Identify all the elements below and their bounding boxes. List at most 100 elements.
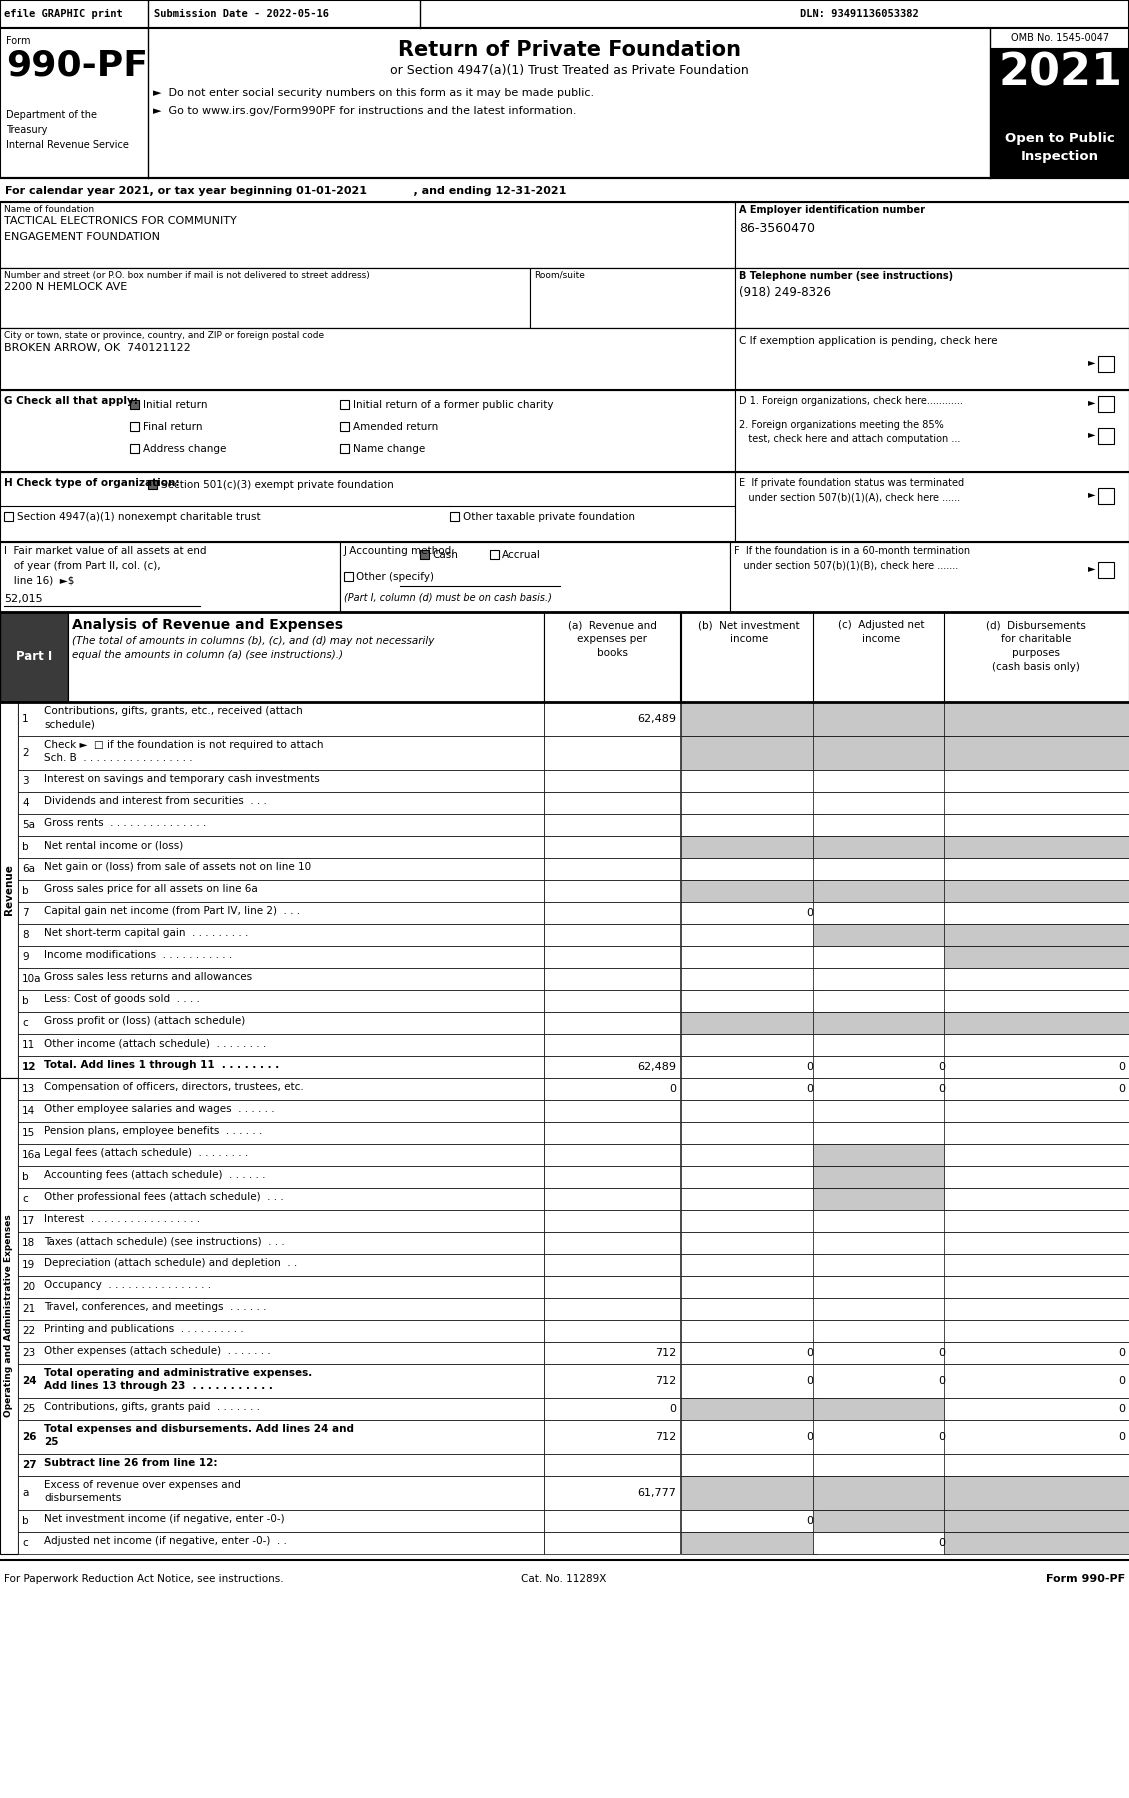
Bar (944, 1420, 1129, 1455)
Bar (813, 924, 949, 946)
Text: Analysis of Revenue and Expenses: Analysis of Revenue and Expenses (72, 619, 343, 633)
Bar (0, 201, 735, 268)
Bar (18, 903, 544, 924)
Bar (813, 1122, 949, 1144)
Text: or Section 4947(a)(1) Trust Treated as Private Foundation: or Section 4947(a)(1) Trust Treated as P… (390, 65, 749, 77)
Text: BROKEN ARROW, OK  740121122: BROKEN ARROW, OK 740121122 (5, 343, 191, 352)
Bar (1099, 487, 1114, 503)
Text: 11: 11 (21, 1039, 35, 1050)
Bar (544, 1055, 680, 1079)
Bar (340, 444, 349, 453)
Text: (918) 249-8326: (918) 249-8326 (739, 286, 831, 298)
Bar (544, 836, 680, 858)
Text: 20: 20 (21, 1282, 35, 1293)
Text: efile GRAPHIC print: efile GRAPHIC print (5, 9, 123, 20)
Bar (544, 1079, 680, 1100)
Text: 25: 25 (21, 1404, 35, 1413)
Bar (944, 1079, 1129, 1100)
Bar (18, 991, 544, 1012)
Bar (944, 924, 1129, 946)
Bar (130, 444, 139, 453)
Text: ►: ► (1088, 358, 1095, 367)
Bar (18, 1210, 544, 1232)
Bar (544, 1277, 680, 1298)
Bar (18, 701, 544, 735)
Text: I  Fair market value of all assets at end
   of year (from Part II, col. (c),
  : I Fair market value of all assets at end… (5, 547, 207, 586)
Bar (544, 1034, 680, 1055)
Bar (944, 1012, 1129, 1034)
Bar (544, 1455, 680, 1476)
Bar (18, 1277, 544, 1298)
Bar (681, 967, 817, 991)
Text: 0: 0 (1118, 1404, 1124, 1413)
Bar (944, 1455, 1129, 1476)
Text: 8: 8 (21, 930, 28, 940)
Bar (544, 1144, 680, 1165)
Bar (681, 1399, 817, 1420)
Bar (544, 991, 680, 1012)
Text: Occupancy  . . . . . . . . . . . . . . . .: Occupancy . . . . . . . . . . . . . . . … (44, 1280, 211, 1289)
Bar (0, 473, 735, 541)
Bar (944, 735, 1129, 770)
Text: Cash: Cash (432, 550, 458, 559)
Bar (0, 611, 68, 701)
Bar (681, 1122, 817, 1144)
Text: 12: 12 (21, 1063, 36, 1072)
Bar (18, 858, 544, 879)
Bar (18, 836, 544, 858)
Text: 712: 712 (655, 1431, 676, 1442)
Bar (990, 49, 1129, 128)
Bar (681, 814, 817, 836)
Text: C If exemption application is pending, check here: C If exemption application is pending, c… (739, 336, 998, 345)
Text: Adjusted net income (if negative, enter -0-)  . .: Adjusted net income (if negative, enter … (44, 1535, 287, 1546)
Text: Open to Public
Inspection: Open to Public Inspection (1005, 131, 1114, 164)
Bar (18, 1122, 544, 1144)
Text: G Check all that apply:: G Check all that apply: (5, 396, 138, 406)
Text: Accounting fees (attach schedule)  . . . . . .: Accounting fees (attach schedule) . . . … (44, 1170, 265, 1179)
Bar (148, 480, 157, 489)
Text: Excess of revenue over expenses and
disbursements: Excess of revenue over expenses and disb… (44, 1480, 240, 1503)
Bar (813, 1079, 949, 1100)
Text: 2200 N HEMLOCK AVE: 2200 N HEMLOCK AVE (5, 282, 128, 291)
Text: 18: 18 (21, 1239, 35, 1248)
Bar (681, 1034, 817, 1055)
Text: Section 4947(a)(1) nonexempt charitable trust: Section 4947(a)(1) nonexempt charitable … (17, 512, 261, 521)
Bar (544, 791, 680, 814)
Text: Contributions, gifts, grants, etc., received (attach
schedule): Contributions, gifts, grants, etc., rece… (44, 707, 303, 730)
Text: Net short-term capital gain  . . . . . . . . .: Net short-term capital gain . . . . . . … (44, 928, 248, 939)
Text: Less: Cost of goods sold  . . . .: Less: Cost of goods sold . . . . (44, 994, 200, 1003)
Bar (813, 836, 949, 858)
Text: (d)  Disbursements
for charitable
purposes
(cash basis only): (d) Disbursements for charitable purpose… (986, 620, 1086, 672)
Bar (735, 473, 1129, 541)
Bar (813, 1055, 949, 1079)
Bar (681, 1079, 817, 1100)
Text: Total. Add lines 1 through 11  . . . . . . . .: Total. Add lines 1 through 11 . . . . . … (44, 1061, 279, 1070)
Text: b: b (21, 996, 28, 1007)
Bar (1099, 428, 1114, 444)
Text: Income modifications  . . . . . . . . . . .: Income modifications . . . . . . . . . .… (44, 949, 233, 960)
Bar (544, 1476, 680, 1510)
Text: Submission Date - 2022-05-16: Submission Date - 2022-05-16 (154, 9, 329, 20)
Text: F  If the foundation is in a 60-month termination
   under section 507(b)(1)(B),: F If the foundation is in a 60-month ter… (734, 547, 970, 570)
Bar (681, 701, 817, 735)
Text: 0: 0 (669, 1084, 676, 1093)
Text: H Check type of organization:: H Check type of organization: (5, 478, 180, 487)
Bar (544, 1510, 680, 1532)
Bar (544, 1420, 680, 1455)
Bar (18, 1144, 544, 1165)
Text: OMB No. 1545-0047: OMB No. 1545-0047 (1010, 32, 1109, 43)
Text: 0: 0 (806, 1348, 813, 1357)
Bar (681, 1055, 817, 1079)
Bar (18, 1399, 544, 1420)
Bar (1099, 356, 1114, 372)
Bar (681, 1232, 817, 1253)
Bar (944, 1341, 1129, 1365)
Text: For calendar year 2021, or tax year beginning 01-01-2021            , and ending: For calendar year 2021, or tax year begi… (5, 185, 567, 196)
Bar (1099, 563, 1114, 577)
Bar (944, 1476, 1129, 1510)
Text: Name change: Name change (353, 444, 426, 455)
Text: Compensation of officers, directors, trustees, etc.: Compensation of officers, directors, tru… (44, 1082, 304, 1091)
Text: Department of the
Treasury
Internal Revenue Service: Department of the Treasury Internal Reve… (6, 110, 129, 149)
Text: Gross rents  . . . . . . . . . . . . . . .: Gross rents . . . . . . . . . . . . . . … (44, 818, 207, 829)
Text: b: b (21, 1516, 28, 1527)
